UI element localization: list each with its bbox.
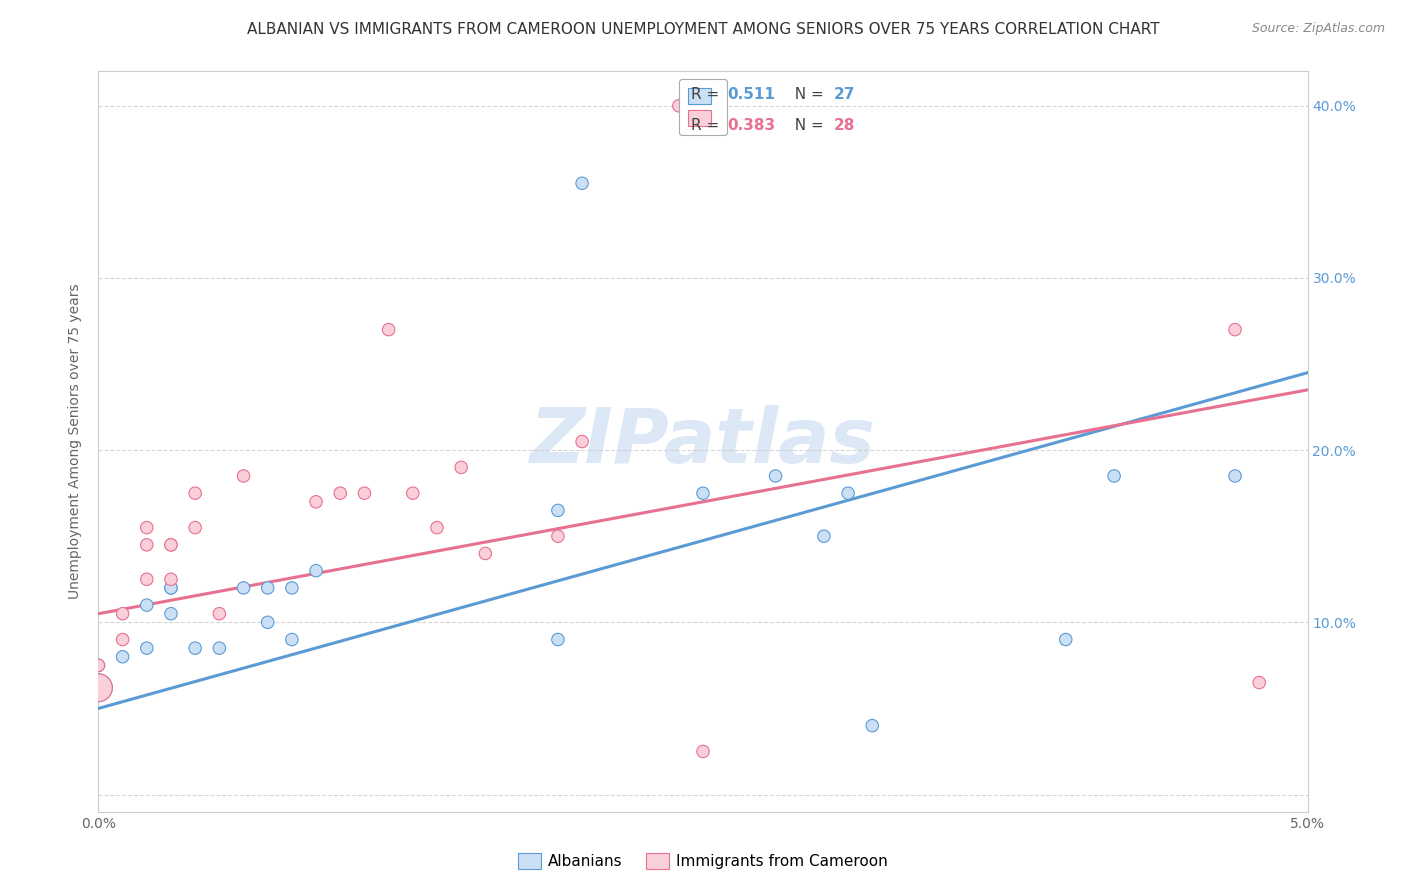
Point	[1102, 469, 1125, 483]
Point	[135, 572, 157, 586]
Point	[571, 434, 593, 449]
Text: Source: ZipAtlas.com: Source: ZipAtlas.com	[1251, 22, 1385, 36]
Point	[426, 521, 449, 535]
Point	[87, 681, 110, 695]
Point	[281, 581, 304, 595]
Point	[135, 521, 157, 535]
Point	[87, 681, 110, 695]
Point	[547, 503, 569, 517]
Point	[692, 744, 714, 758]
Point	[135, 641, 157, 656]
Point	[1249, 675, 1271, 690]
Text: 27: 27	[834, 87, 855, 103]
Text: ZIPatlas: ZIPatlas	[530, 405, 876, 478]
Point	[547, 529, 569, 543]
Legend: Albanians, Immigrants from Cameroon: Albanians, Immigrants from Cameroon	[512, 847, 894, 875]
Point	[305, 495, 328, 509]
Point	[1223, 323, 1246, 337]
Point	[305, 564, 328, 578]
Point	[860, 718, 883, 732]
Text: R =: R =	[692, 118, 724, 133]
Point	[87, 658, 110, 673]
Legend: , : ,	[679, 79, 727, 136]
Point	[184, 641, 207, 656]
Point	[329, 486, 352, 500]
Point	[160, 538, 183, 552]
Point	[111, 649, 134, 664]
Point	[160, 572, 183, 586]
Point	[668, 99, 690, 113]
Point	[1054, 632, 1077, 647]
Point	[184, 521, 207, 535]
Text: 0.383: 0.383	[727, 118, 776, 133]
Point	[547, 632, 569, 647]
Point	[87, 658, 110, 673]
Point	[474, 546, 496, 560]
Text: N =: N =	[786, 87, 830, 103]
Point	[765, 469, 787, 483]
Point	[135, 598, 157, 612]
Point	[692, 486, 714, 500]
Text: 0.511: 0.511	[727, 87, 775, 103]
Point	[353, 486, 375, 500]
Text: ALBANIAN VS IMMIGRANTS FROM CAMEROON UNEMPLOYMENT AMONG SENIORS OVER 75 YEARS CO: ALBANIAN VS IMMIGRANTS FROM CAMEROON UNE…	[246, 22, 1160, 37]
Point	[111, 607, 134, 621]
Text: 28: 28	[834, 118, 855, 133]
Text: N =: N =	[786, 118, 830, 133]
Y-axis label: Unemployment Among Seniors over 75 years: Unemployment Among Seniors over 75 years	[69, 284, 83, 599]
Point	[208, 607, 231, 621]
Point	[450, 460, 472, 475]
Point	[281, 632, 304, 647]
Point	[571, 176, 593, 190]
Point	[256, 581, 278, 595]
Point	[160, 607, 183, 621]
Text: R =: R =	[692, 87, 724, 103]
Point	[402, 486, 425, 500]
Point	[232, 581, 254, 595]
Point	[1223, 469, 1246, 483]
Point	[256, 615, 278, 630]
Point	[160, 581, 183, 595]
Point	[232, 469, 254, 483]
Point	[160, 581, 183, 595]
Point	[837, 486, 859, 500]
Point	[377, 323, 399, 337]
Point	[184, 486, 207, 500]
Point	[111, 632, 134, 647]
Point	[813, 529, 835, 543]
Point	[208, 641, 231, 656]
Point	[160, 538, 183, 552]
Point	[135, 538, 157, 552]
